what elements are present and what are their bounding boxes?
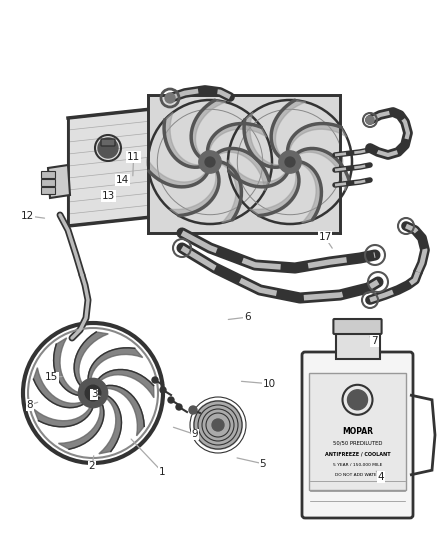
Text: 5 YEAR / 150,000 MILE: 5 YEAR / 150,000 MILE — [333, 463, 382, 467]
Polygon shape — [191, 100, 226, 157]
Polygon shape — [217, 149, 269, 191]
Polygon shape — [58, 404, 104, 449]
Text: 7: 7 — [371, 336, 378, 346]
Circle shape — [366, 116, 374, 124]
Circle shape — [279, 151, 301, 173]
Text: 13: 13 — [102, 191, 115, 201]
Polygon shape — [106, 385, 144, 436]
FancyBboxPatch shape — [336, 329, 379, 359]
Polygon shape — [74, 332, 108, 386]
Circle shape — [160, 387, 166, 393]
Polygon shape — [98, 369, 154, 398]
Polygon shape — [250, 171, 299, 215]
Polygon shape — [244, 112, 280, 167]
Polygon shape — [34, 407, 93, 427]
Text: 6: 6 — [244, 312, 251, 322]
Text: 4: 4 — [378, 472, 385, 482]
Text: 17: 17 — [318, 232, 332, 242]
FancyBboxPatch shape — [101, 139, 115, 146]
FancyBboxPatch shape — [41, 187, 55, 194]
Text: MOPAR: MOPAR — [342, 427, 373, 437]
FancyBboxPatch shape — [41, 179, 55, 186]
Text: 8: 8 — [26, 400, 33, 410]
Text: ANTIFREEZE / COOLANT: ANTIFREEZE / COOLANT — [325, 451, 390, 457]
Circle shape — [212, 419, 224, 431]
Circle shape — [189, 406, 197, 414]
Polygon shape — [164, 112, 200, 167]
Circle shape — [194, 401, 242, 449]
Circle shape — [79, 379, 107, 407]
Polygon shape — [99, 395, 121, 454]
Circle shape — [199, 151, 221, 173]
Text: 10: 10 — [263, 379, 276, 389]
Text: 12: 12 — [21, 211, 34, 221]
Polygon shape — [53, 338, 79, 395]
FancyBboxPatch shape — [333, 319, 381, 334]
FancyBboxPatch shape — [41, 171, 55, 178]
Polygon shape — [148, 95, 340, 233]
Polygon shape — [170, 171, 219, 215]
Polygon shape — [48, 165, 70, 198]
Text: 2: 2 — [88, 462, 95, 471]
Polygon shape — [287, 124, 347, 151]
Circle shape — [176, 404, 182, 410]
FancyBboxPatch shape — [302, 352, 413, 518]
Text: 3: 3 — [91, 390, 98, 399]
Polygon shape — [68, 100, 235, 226]
Polygon shape — [297, 149, 349, 191]
Circle shape — [85, 385, 101, 401]
Circle shape — [152, 377, 158, 383]
Polygon shape — [33, 368, 84, 408]
Polygon shape — [208, 124, 267, 151]
Polygon shape — [228, 160, 287, 187]
Text: DO NOT ADD WATER: DO NOT ADD WATER — [335, 473, 380, 477]
Text: 15: 15 — [45, 373, 58, 382]
Text: 50/50 PREDILUTED: 50/50 PREDILUTED — [333, 440, 382, 446]
Text: 9: 9 — [191, 430, 198, 439]
Circle shape — [168, 397, 174, 403]
Text: 5: 5 — [259, 459, 266, 469]
Text: 11: 11 — [127, 152, 140, 162]
Text: 1: 1 — [159, 467, 166, 477]
FancyBboxPatch shape — [309, 373, 406, 490]
Circle shape — [347, 390, 367, 410]
Polygon shape — [148, 160, 208, 187]
Polygon shape — [271, 100, 306, 157]
Circle shape — [165, 93, 175, 103]
Circle shape — [98, 138, 118, 158]
Polygon shape — [301, 162, 321, 223]
Circle shape — [285, 157, 295, 167]
Polygon shape — [221, 162, 241, 223]
Circle shape — [205, 157, 215, 167]
Polygon shape — [88, 348, 143, 379]
Text: 14: 14 — [116, 175, 129, 185]
